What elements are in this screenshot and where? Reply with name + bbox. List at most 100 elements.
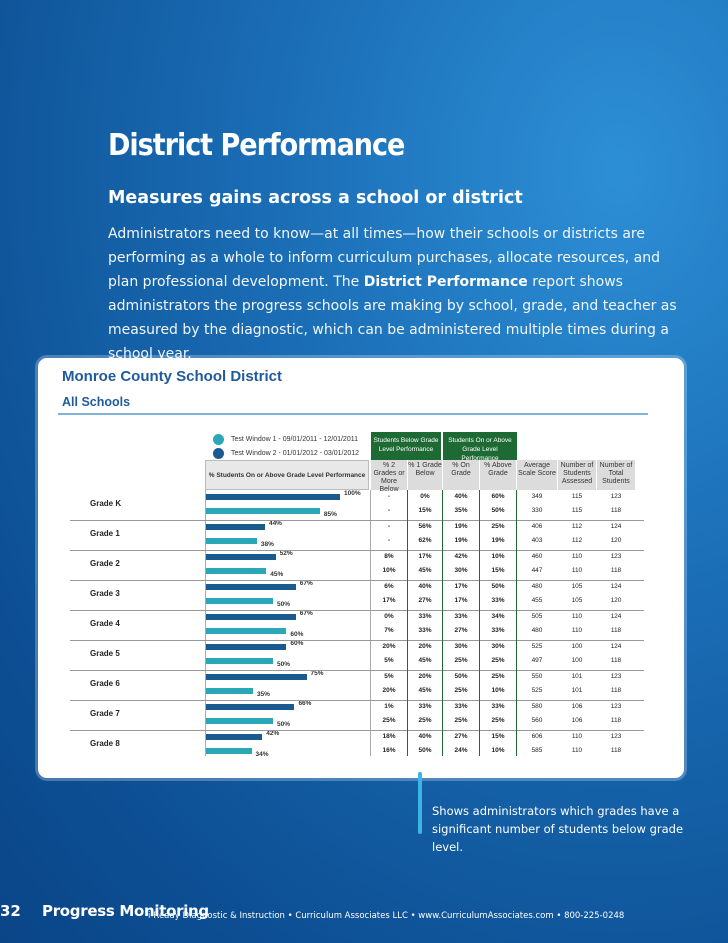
table-cell: 19% (454, 523, 468, 530)
column-divider (516, 490, 517, 756)
table-cell: 7% (384, 627, 394, 634)
bar-value-label: 60% (290, 640, 304, 647)
grade-label: Grade 3 (90, 589, 120, 598)
bar-value-label: 50% (277, 721, 291, 728)
grade-separator (70, 520, 644, 521)
table-cell: 30% (454, 643, 468, 650)
table-cell: 110 (571, 613, 583, 620)
table-cell: 17% (454, 583, 468, 590)
legend-label: Test Window 2 - 01/01/2012 - 03/01/2012 (231, 450, 360, 457)
section-name: Progress Monitoring (42, 902, 209, 920)
table-cell: 50% (491, 583, 505, 590)
legend-label: Test Window 1 - 09/01/2011 - 12/01/2011 (231, 436, 358, 443)
table-cell: 406 (531, 523, 543, 530)
table-cell: 25% (418, 717, 432, 724)
table-cell: 25% (491, 717, 505, 724)
table-cell: 35% (454, 507, 468, 514)
table-cell: 447 (531, 567, 543, 574)
district-name: Monroe County School District (62, 368, 283, 385)
table-cell: 19% (491, 537, 505, 544)
table-cell: 33% (491, 627, 505, 634)
table-cell: 124 (610, 583, 622, 590)
grade-bar (206, 734, 263, 740)
page-subtitle: Measures gains across a school or distri… (108, 188, 523, 208)
table-cell: 40% (454, 493, 468, 500)
table-cell: 6% (384, 583, 394, 590)
table-cell: 123 (610, 553, 622, 560)
table-cell: 15% (491, 567, 505, 574)
table-cell: 45% (418, 687, 432, 694)
table-cell: 115 (571, 507, 583, 514)
legend-dot-icon (213, 434, 224, 445)
table-cell: 101 (571, 687, 583, 694)
table-cell: 110 (571, 747, 583, 754)
page-number: 32 (0, 902, 21, 920)
pct-header: % Students On or Above Grade Level Perfo… (205, 460, 369, 490)
grade-label: Grade K (90, 499, 122, 508)
legend-dot-icon (213, 448, 224, 459)
table-cell: 403 (531, 537, 543, 544)
column-divider (407, 490, 408, 756)
grade-bar (206, 614, 296, 620)
table-cell: 34% (491, 613, 505, 620)
bar-value-label: 34% (255, 751, 269, 758)
grade-separator (70, 700, 644, 701)
group-header-below: Students Below Grade Level Performance (371, 432, 441, 460)
table-cell: 33% (491, 703, 505, 710)
table-cell: 27% (418, 597, 432, 604)
table-cell: 1% (384, 703, 394, 710)
body-text-part: Administrators need to know—at all times… (108, 226, 660, 290)
grade-bar (206, 718, 273, 724)
table-cell: 8% (384, 553, 394, 560)
table-cell: 0% (384, 613, 394, 620)
table-cell: 118 (610, 507, 622, 514)
table-cell: 33% (491, 597, 505, 604)
table-cell: 118 (610, 687, 622, 694)
table-cell: 25% (454, 717, 468, 724)
grade-bar (206, 568, 267, 574)
table-cell: 112 (571, 523, 583, 530)
table-cell: 20% (382, 643, 396, 650)
callout-text: Shows administrators which grades have a… (432, 804, 684, 854)
table-cell: 33% (418, 613, 432, 620)
grade-bar (206, 598, 273, 604)
grade-separator (70, 640, 644, 641)
table-cell: 118 (610, 747, 622, 754)
grade-bar (206, 748, 252, 754)
bar-value-label: 66% (298, 700, 312, 707)
table-cell: 27% (454, 733, 468, 740)
grade-bar (206, 508, 320, 514)
table-cell: 25% (454, 687, 468, 694)
grade-separator (70, 550, 644, 551)
table-cell: 10% (491, 687, 505, 694)
report-card: Monroe County School District All School… (38, 358, 684, 778)
table-cell: 5% (384, 657, 394, 664)
grade-label: Grade 2 (90, 559, 120, 568)
page-title: District Performance (108, 128, 405, 163)
table-cell: 15% (491, 733, 505, 740)
table-cell: 118 (610, 627, 622, 634)
table-cell: 15% (418, 507, 432, 514)
table-cell: 525 (531, 643, 543, 650)
grade-separator (70, 670, 644, 671)
footer-text: i-Ready Diagnostic & Instruction • Curri… (148, 911, 625, 921)
table-cell: 100 (571, 657, 583, 664)
table-cell: 525 (531, 687, 543, 694)
table-cell: 62% (418, 537, 432, 544)
grade-bar (206, 644, 287, 650)
table-cell: 124 (610, 523, 622, 530)
table-cell: 50% (454, 673, 468, 680)
bar-value-label: 45% (270, 571, 284, 578)
table-cell: 118 (610, 567, 622, 574)
column-header: % 1 Grade Below (408, 460, 442, 490)
table-cell: 106 (571, 717, 583, 724)
table-cell: 124 (610, 613, 622, 620)
table-cell: 606 (531, 733, 543, 740)
table-cell: 27% (454, 627, 468, 634)
table-cell: 60% (491, 493, 505, 500)
table-cell: 33% (418, 703, 432, 710)
table-cell: 33% (454, 703, 468, 710)
table-cell: 120 (610, 597, 622, 604)
table-cell: 17% (454, 597, 468, 604)
table-cell: 25% (382, 717, 396, 724)
